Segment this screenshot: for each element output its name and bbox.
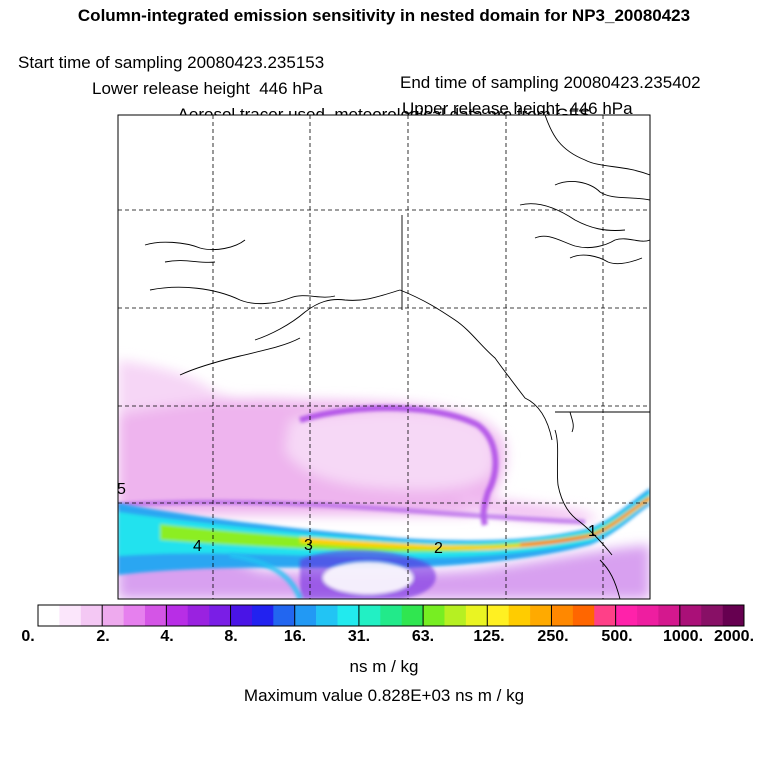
colorbar-tick-500: 500. <box>601 628 633 645</box>
colorbar-swatch <box>80 605 103 626</box>
colorbar-swatch <box>316 605 338 626</box>
colorbar-swatch <box>658 605 681 626</box>
plume-swirl <box>229 550 436 599</box>
colorbar-swatch <box>251 605 274 626</box>
colorbar-tick-16: 16. <box>283 628 307 645</box>
end-time-label: End time of sampling 20080423.235402 <box>400 73 701 92</box>
colorbar-swatch <box>508 605 531 626</box>
coastlines <box>144 115 650 599</box>
colorbar-swatch <box>551 605 574 626</box>
colorbar-tick-63: 63. <box>411 628 435 645</box>
colorbar-tick-125: 125. <box>473 628 505 645</box>
point-label-1: 1 <box>588 523 597 540</box>
trajectory-point-labels: 1 2 3 4 5 <box>117 481 597 557</box>
colorbar-frame <box>37 604 745 627</box>
colorbar-swatch <box>701 605 723 626</box>
colorbar-tick-31: 31. <box>347 628 371 645</box>
map-title: Column-integrated emission sensitivity i… <box>77 6 691 25</box>
map-frame <box>117 114 651 600</box>
colorbar-swatch <box>465 605 488 626</box>
colorbar-swatch <box>572 605 595 626</box>
maximum-value-label: Maximum value 0.828E+03 ns m / kg <box>243 686 525 705</box>
colorbar-tick-4: 4. <box>160 628 174 645</box>
colorbar-swatch <box>230 605 253 626</box>
colorbar-swatch <box>487 605 509 626</box>
colorbar-swatch <box>594 605 616 626</box>
colorbar-swatch <box>209 605 231 626</box>
colorbar-swatch <box>337 605 360 626</box>
colorbar-swatch <box>380 605 402 626</box>
colorbar-tick-250: 250. <box>537 628 569 645</box>
sensitivity-cloud <box>118 360 650 599</box>
colorbar-swatch <box>273 605 296 626</box>
colorbar-tick-labels: 0. 2. 4. 8. 16. 31. 63. 125. 250. 500. 1… <box>0 628 768 648</box>
colorbar-swatch <box>38 605 60 626</box>
graticule <box>118 115 650 599</box>
colorbar-tick-2000: 2000. <box>713 628 755 645</box>
lower-release-height-label: Lower release height 446 hPa <box>92 79 323 98</box>
colorbar-swatch <box>123 605 146 626</box>
colorbar-units: ns m / kg <box>349 657 419 676</box>
colorbar-tick-1000: 1000. <box>662 628 704 645</box>
upper-release-height-label: Upper release height 446 hPa <box>402 99 633 118</box>
plume-edge <box>118 405 586 526</box>
colorbar-swatch <box>401 605 424 626</box>
colorbar <box>37 604 745 627</box>
point-label-3: 3 <box>304 537 313 554</box>
colorbar-tick-8: 8. <box>224 628 238 645</box>
colorbar-swatch <box>166 605 189 626</box>
colorbar-swatch <box>187 605 210 626</box>
release-heights-row: Lower release height 446 hPa Upper relea… <box>0 59 768 118</box>
colorbar-swatch <box>444 605 467 626</box>
point-label-2: 2 <box>434 540 443 557</box>
point-label-5: 5 <box>117 481 126 498</box>
colorbar-tick-0: 0. <box>21 628 35 645</box>
point-label-4: 4 <box>193 538 202 555</box>
colorbar-swatch <box>144 605 167 626</box>
colorbar-swatch <box>637 605 659 626</box>
colorbar-swatch <box>679 605 702 626</box>
colorbar-swatch <box>423 605 445 626</box>
colorbar-swatch <box>722 605 745 626</box>
start-time-label: Start time of sampling 20080423.235153 <box>18 53 325 72</box>
colorbar-swatch <box>294 605 317 626</box>
plume-core <box>118 488 650 575</box>
colorbar-swatch <box>102 605 124 626</box>
colorbar-swatch <box>615 605 638 626</box>
colorbar-swatch <box>59 605 82 626</box>
colorbar-swatch <box>530 605 552 626</box>
colorbar-tick-2: 2. <box>96 628 110 645</box>
sampling-times-row: Start time of sampling 20080423.235153 E… <box>0 33 768 92</box>
colorbar-swatch <box>358 605 381 626</box>
map-plot-area <box>118 115 650 599</box>
